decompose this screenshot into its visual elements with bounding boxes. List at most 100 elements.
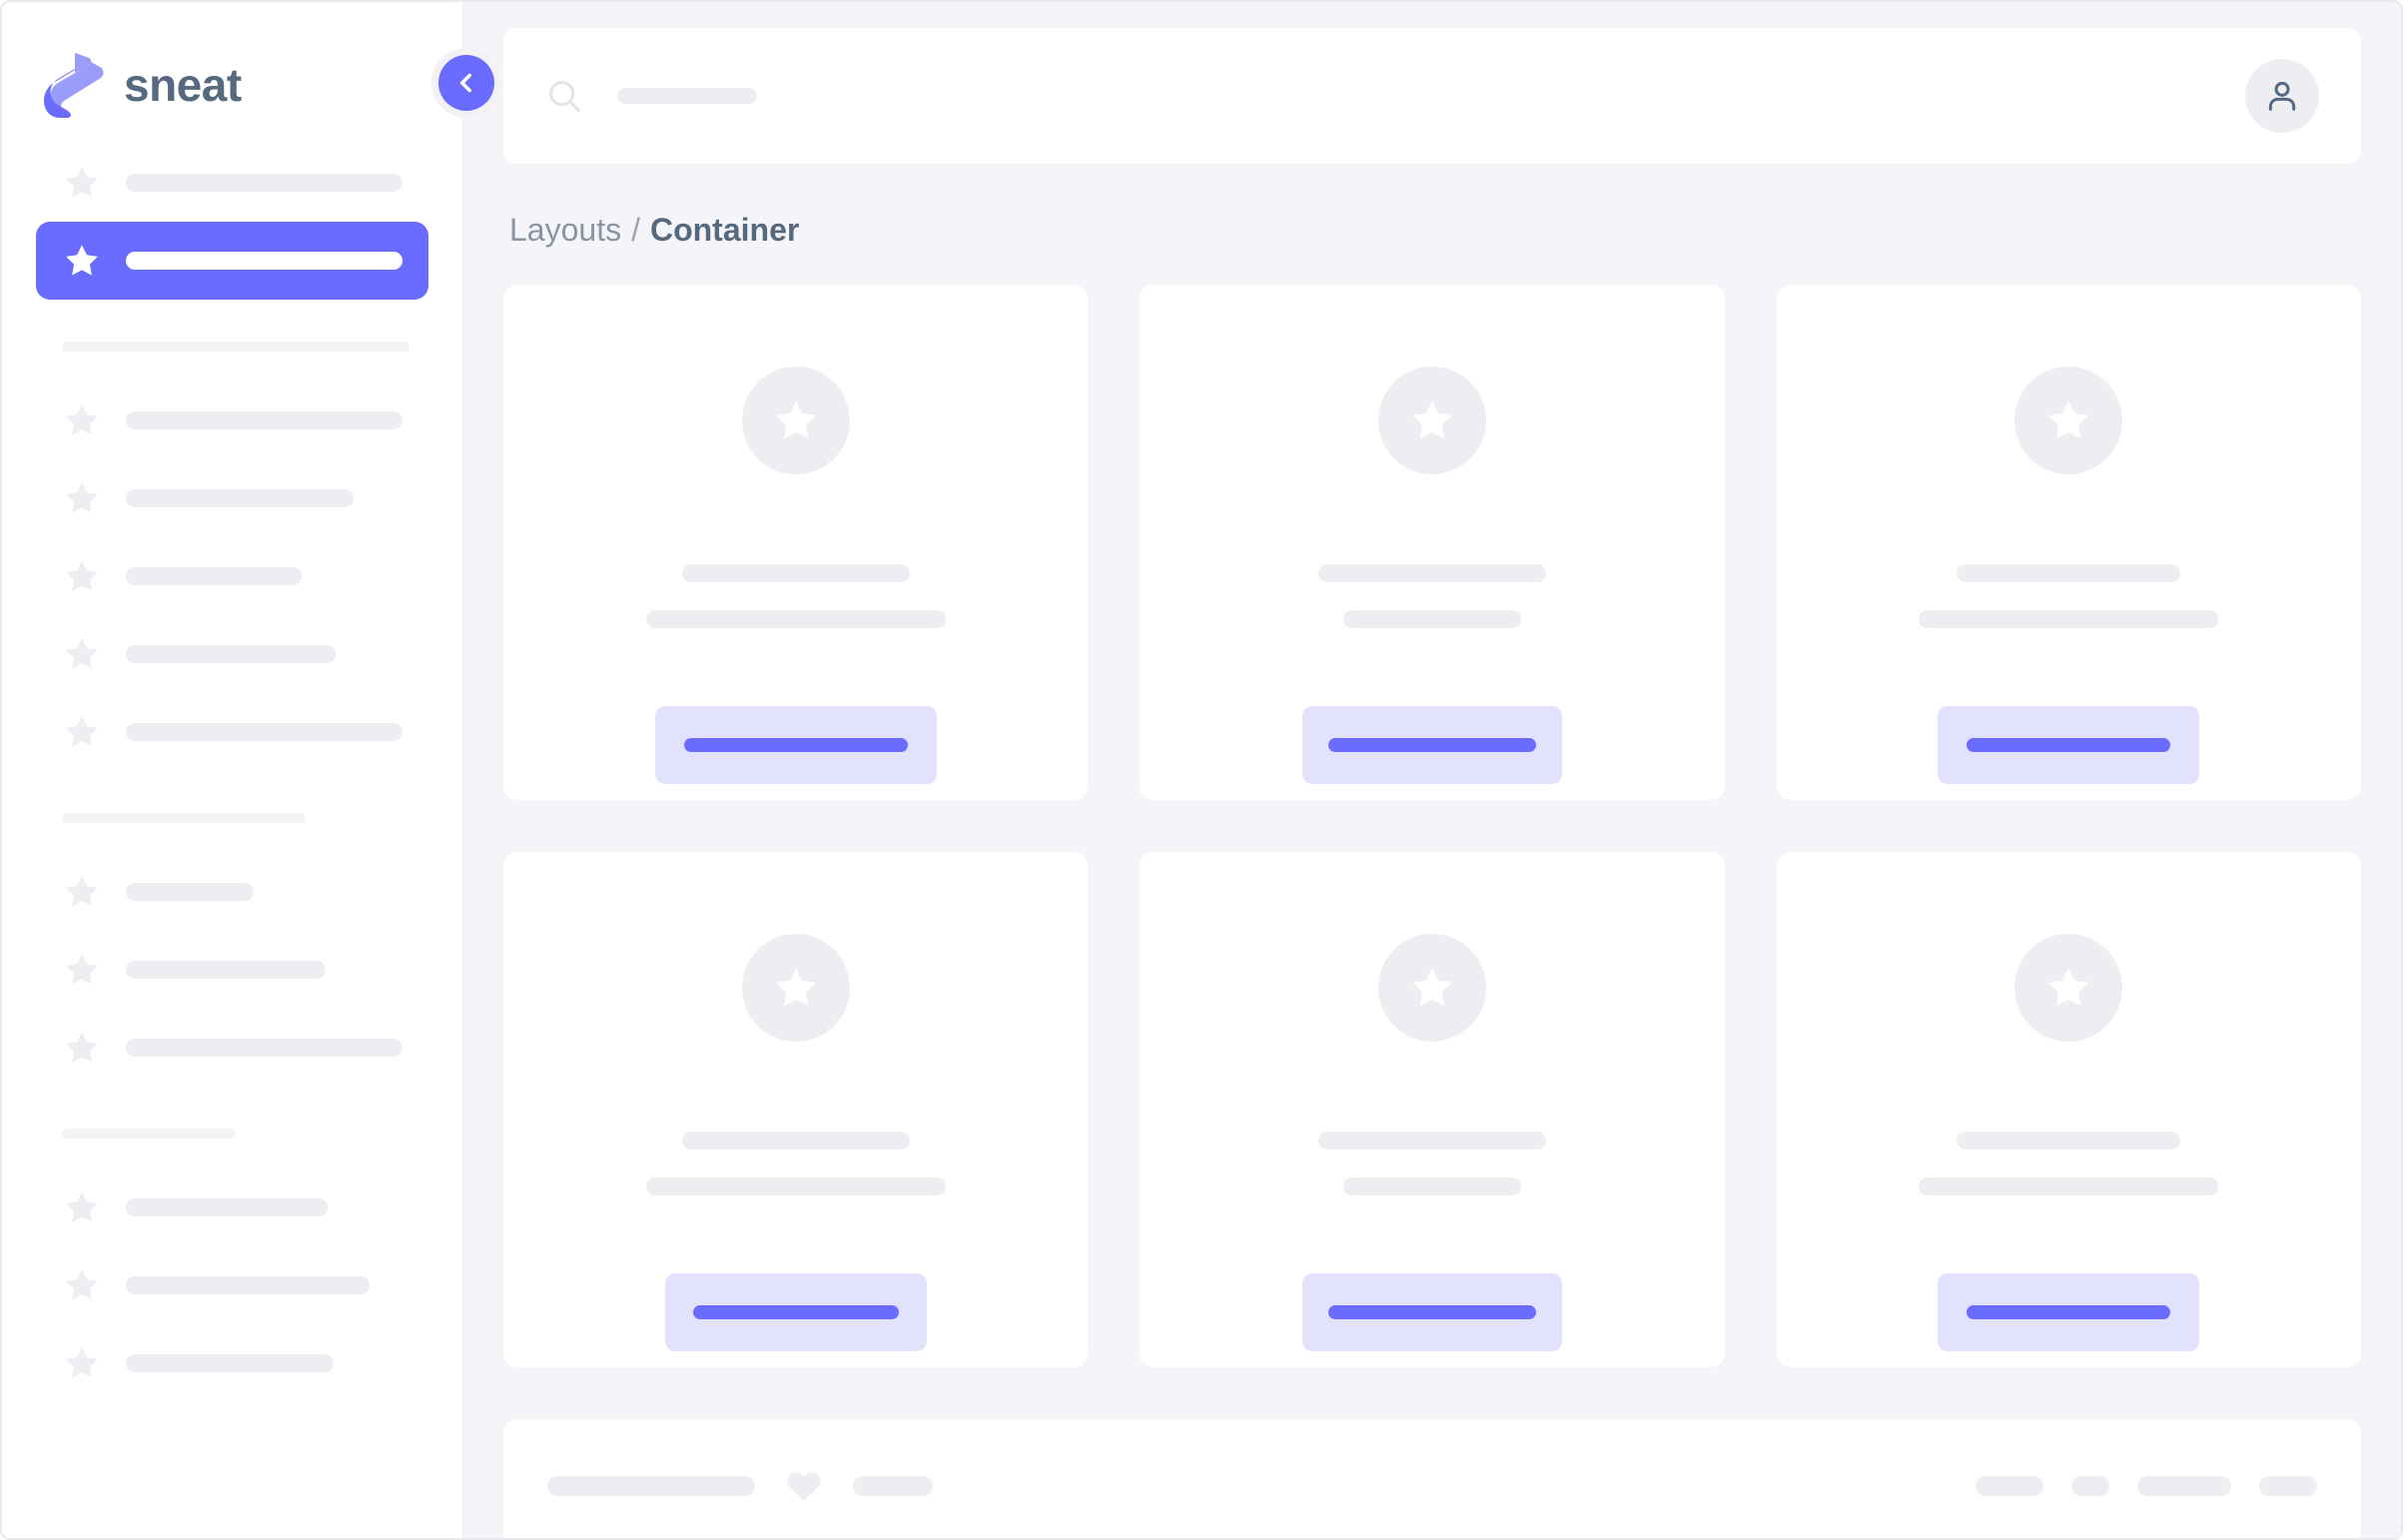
card	[1776, 852, 2361, 1367]
sidebar-item-label	[126, 1039, 402, 1057]
card	[503, 852, 1089, 1367]
card-action-button-label	[1327, 738, 1536, 752]
star-icon	[66, 167, 98, 198]
footer-link-placeholder[interactable]	[2137, 1476, 2231, 1496]
card-avatar	[741, 367, 850, 474]
sidebar-item-label	[126, 1198, 328, 1216]
sidebar-nav	[2, 144, 462, 1402]
breadcrumb: Layouts / Container	[509, 212, 2361, 249]
sidebar-item[interactable]	[36, 853, 428, 931]
heart-icon	[783, 1465, 825, 1507]
card-title-placeholder	[681, 1132, 910, 1150]
chevron-left-icon	[459, 73, 471, 93]
sidebar-item-label	[126, 174, 402, 192]
star-icon	[2048, 400, 2089, 439]
card-action-button[interactable]	[1938, 706, 2200, 784]
main-content: Layouts / Container	[463, 2, 2401, 1538]
star-icon	[66, 482, 98, 513]
sidebar-collapse-button[interactable]	[438, 55, 494, 111]
sidebar-item-active[interactable]	[36, 222, 428, 300]
star-icon	[66, 1191, 98, 1222]
card-title-placeholder	[681, 564, 910, 582]
sidebar-item[interactable]	[36, 931, 428, 1009]
sidebar-collapse-halo	[431, 48, 501, 118]
sidebar-item-label	[126, 723, 402, 741]
star-icon	[66, 716, 98, 747]
brand-name: sneat	[124, 59, 242, 111]
star-icon	[775, 400, 816, 439]
card-avatar	[2014, 934, 2123, 1042]
card-title-placeholder	[1957, 564, 2181, 582]
footer-link-placeholder[interactable]	[1976, 1476, 2043, 1496]
sidebar-item[interactable]	[36, 1168, 428, 1246]
card-action-button[interactable]	[664, 1273, 927, 1351]
star-icon	[66, 954, 98, 985]
card-action-button[interactable]	[1301, 1273, 1562, 1351]
search-input[interactable]	[617, 88, 757, 104]
sidebar-item[interactable]	[36, 144, 428, 222]
star-icon	[1412, 400, 1452, 439]
sidebar-item[interactable]	[36, 1246, 428, 1324]
footer-right-group	[1976, 1476, 2317, 1496]
star-icon	[66, 1347, 98, 1378]
sidebar-item-label	[126, 252, 402, 270]
sidebar-divider	[62, 813, 306, 823]
card-avatar	[2014, 367, 2123, 474]
star-icon	[66, 1269, 98, 1300]
top-navbar	[503, 28, 2361, 164]
card-action-button-label	[1967, 1305, 2171, 1319]
card-action-button-label	[683, 738, 908, 752]
footer-link-placeholder[interactable]	[2259, 1476, 2317, 1496]
breadcrumb-root[interactable]: Layouts	[509, 212, 622, 248]
card-title-placeholder	[1317, 1132, 1546, 1150]
sidebar-item-label	[126, 567, 302, 585]
card-action-button[interactable]	[654, 706, 937, 784]
sidebar-item[interactable]	[36, 537, 428, 615]
footer-bar	[503, 1419, 2361, 1538]
card-action-button-label	[692, 1305, 899, 1319]
star-icon	[66, 876, 98, 907]
sidebar-item-label	[126, 411, 402, 429]
footer-link-placeholder[interactable]	[853, 1476, 933, 1496]
sidebar-item-label	[126, 1354, 334, 1372]
sidebar: sneat	[2, 2, 501, 1538]
sidebar-item[interactable]	[36, 382, 428, 459]
search-box[interactable]	[545, 77, 2245, 115]
user-icon	[2268, 81, 2296, 111]
card-avatar	[1377, 934, 1486, 1042]
star-icon	[66, 245, 98, 276]
heart-icon	[787, 1472, 821, 1501]
sidebar-divider	[62, 1129, 236, 1139]
card	[1140, 852, 1725, 1367]
star-icon	[1412, 968, 1452, 1007]
sidebar-item-label	[126, 489, 354, 507]
sidebar-item[interactable]	[36, 693, 428, 771]
star-icon	[2048, 968, 2089, 1007]
footer-link-placeholder[interactable]	[547, 1476, 755, 1496]
sidebar-item[interactable]	[36, 615, 428, 693]
star-icon	[66, 560, 98, 591]
sidebar-divider	[62, 342, 409, 352]
card-action-button[interactable]	[1938, 1273, 2200, 1351]
search-icon	[545, 77, 583, 115]
card-grid	[503, 285, 2361, 1367]
brand[interactable]: sneat	[2, 2, 462, 126]
card-action-button[interactable]	[1301, 706, 1562, 784]
avatar[interactable]	[2245, 59, 2319, 133]
card-action-button-label	[1967, 738, 2171, 752]
sidebar-item[interactable]	[36, 1009, 428, 1087]
card	[1776, 285, 2361, 800]
card-title-placeholder	[1957, 1132, 2181, 1150]
sidebar-item[interactable]	[36, 1324, 428, 1402]
breadcrumb-separator: /	[631, 212, 640, 248]
sidebar-item-label	[126, 645, 336, 663]
card-subtitle-placeholder	[1919, 610, 2219, 628]
card-subtitle-placeholder	[1342, 1177, 1521, 1195]
sidebar-item[interactable]	[36, 459, 428, 537]
sidebar-item-label	[126, 883, 254, 901]
card-avatar	[1377, 367, 1486, 474]
card	[1140, 285, 1725, 800]
star-icon	[66, 1032, 98, 1063]
footer-link-placeholder[interactable]	[2071, 1476, 2109, 1496]
